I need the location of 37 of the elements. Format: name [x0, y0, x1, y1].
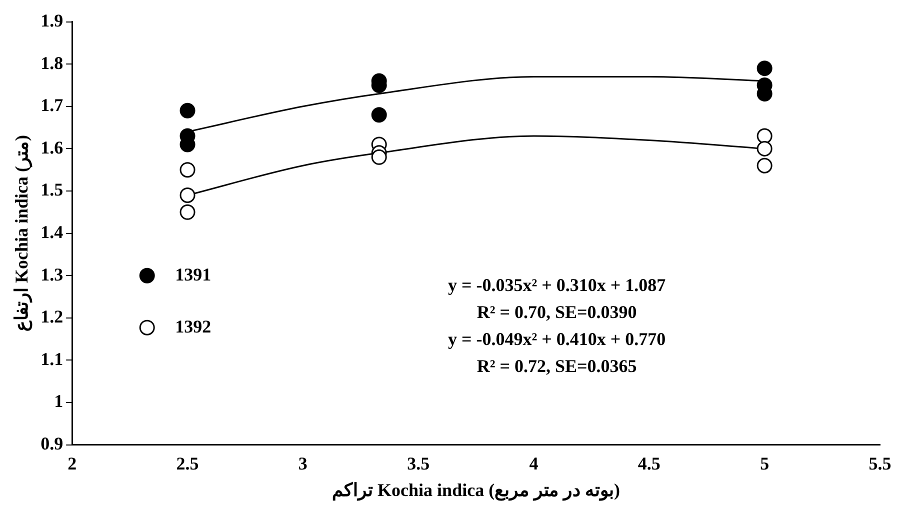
point: [180, 204, 196, 220]
y-tick-label: 1.8: [40, 52, 64, 73]
point: [371, 149, 387, 165]
point: [756, 128, 772, 144]
y-tick-label: 1.3: [40, 264, 64, 284]
x-tick-label: 2.5: [176, 453, 199, 474]
point: [756, 60, 772, 76]
point: [756, 158, 772, 174]
legend-label: 1392: [175, 316, 212, 336]
annotation: y = -0.035x² + 0.310x + 1.087: [448, 274, 666, 295]
x-tick-label: 4.5: [638, 453, 660, 474]
point: [180, 162, 196, 178]
y-tick-label: 1: [54, 391, 64, 412]
x-tick-label: 4: [529, 453, 538, 474]
point: [180, 187, 196, 203]
x-tick-label: 5: [760, 453, 770, 474]
x-tick-label: 2: [68, 453, 77, 474]
annotation: R² = 0.70, SE=0.0390: [476, 302, 637, 322]
y-axis-title: ارتفاع Kochia indica (متر): [11, 135, 32, 332]
annotation: y = -0.049x² + 0.410x + 0.770: [448, 328, 666, 349]
legend-label: 1391: [175, 264, 212, 284]
x-axis-title: تراکم Kochia indica (بوته در متر مربع): [332, 480, 620, 501]
x-tick-label: 5.5: [868, 453, 892, 474]
y-tick-label: 0.9: [40, 433, 64, 454]
y-tick-label: 1.1: [40, 348, 64, 369]
y-tick-label: 1.6: [40, 137, 64, 158]
x-tick-label: 3.5: [407, 453, 430, 474]
x-tick-label: 3: [298, 453, 308, 474]
y-tick-label: 1.2: [40, 306, 64, 327]
y-tick-label: 1.9: [40, 10, 64, 30]
y-tick-label: 1.7: [40, 95, 64, 116]
y-tick-label: 1.4: [40, 222, 64, 242]
point: [180, 102, 196, 118]
annotation: R² = 0.72, SE=0.0365: [476, 356, 637, 376]
point: [371, 107, 387, 123]
point: [756, 140, 772, 156]
y-tick-label: 1.5: [40, 180, 64, 200]
